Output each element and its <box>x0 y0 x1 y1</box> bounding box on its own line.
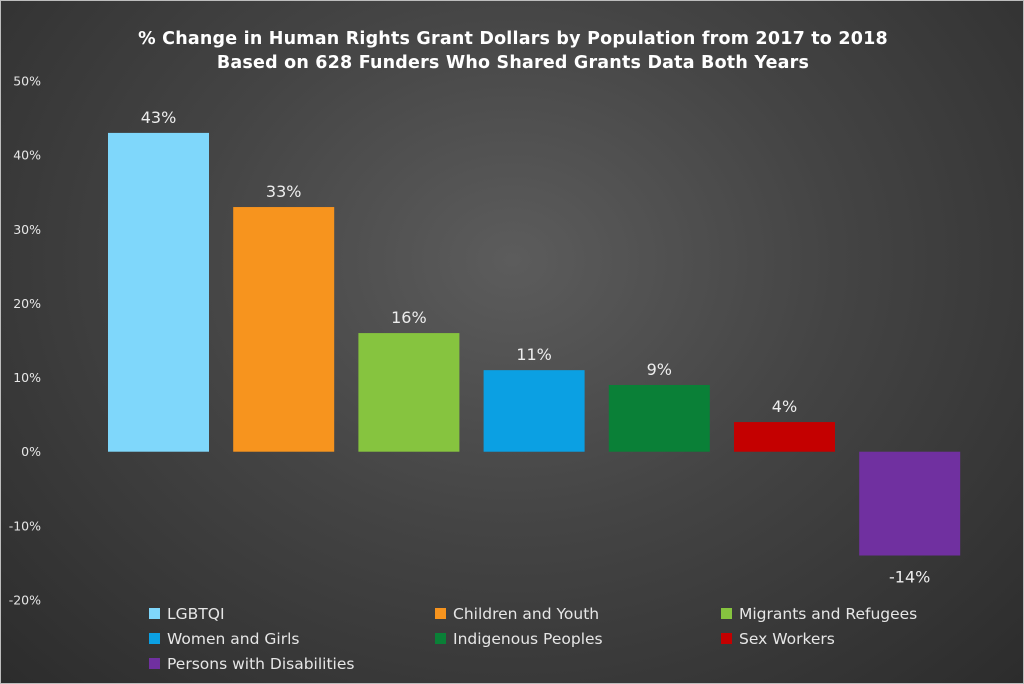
legend-label: Migrants and Refugees <box>739 604 918 623</box>
y-tick-label: 20% <box>13 296 41 311</box>
data-label: -14% <box>889 568 930 587</box>
legend-swatch <box>435 633 446 644</box>
data-label: 16% <box>391 308 427 327</box>
legend-swatch <box>149 633 160 644</box>
legend-label: Sex Workers <box>739 629 835 648</box>
legend: LGBTQI Children and Youth Migrants and Ref… <box>149 602 1009 675</box>
data-label: 43% <box>141 108 177 127</box>
data-label: 11% <box>516 345 552 364</box>
chart-title-block: % Change in Human Rights Grant Dollars b… <box>1 27 1023 75</box>
legend-label: Children and Youth <box>453 604 600 623</box>
bar-persons-with-disabilities <box>859 451 961 556</box>
data-label: 9% <box>647 360 672 379</box>
y-tick-label: 50% <box>13 74 41 89</box>
bar-sex-workers <box>734 422 835 452</box>
legend-item: Sex Workers <box>721 627 1007 650</box>
bar-migrants-and-refugees <box>358 333 460 452</box>
legend-item: LGBTQI <box>149 602 435 625</box>
bar-indigenous-peoples <box>608 384 710 452</box>
legend-label: Women and Girls <box>167 629 300 648</box>
data-label: 4% <box>772 397 797 416</box>
legend-swatch <box>149 608 160 619</box>
legend-swatch <box>721 608 732 619</box>
legend-label: Persons with Disabilities <box>167 654 355 673</box>
bar-women-and-girls <box>483 370 585 452</box>
legend-item: Children and Youth <box>435 602 721 625</box>
legend-swatch <box>721 633 732 644</box>
y-tick-label: 30% <box>13 222 41 237</box>
bar-lgbtqi <box>108 132 209 452</box>
chart-title: % Change in Human Rights Grant Dollars b… <box>138 29 888 49</box>
y-tick-label: 40% <box>13 148 41 163</box>
y-tick-label: -10% <box>9 518 41 533</box>
chart-subtitle: Based on 628 Funders Who Shared Grants D… <box>216 53 810 73</box>
y-tick-label: -20% <box>9 593 41 608</box>
legend-swatch <box>149 658 160 669</box>
data-label: 33% <box>266 182 302 201</box>
bar-children-and-youth <box>233 207 335 452</box>
y-tick-label: 0% <box>21 444 41 459</box>
legend-item: Women and Girls <box>149 627 435 650</box>
legend-item: Persons with Disabilities <box>149 652 435 675</box>
legend-item: Indigenous Peoples <box>435 627 721 650</box>
legend-label: Indigenous Peoples <box>453 629 603 648</box>
legend-swatch <box>435 608 446 619</box>
y-tick-label: 10% <box>13 370 41 385</box>
legend-label: LGBTQI <box>167 604 225 623</box>
legend-item: Migrants and Refugees <box>721 602 1007 625</box>
